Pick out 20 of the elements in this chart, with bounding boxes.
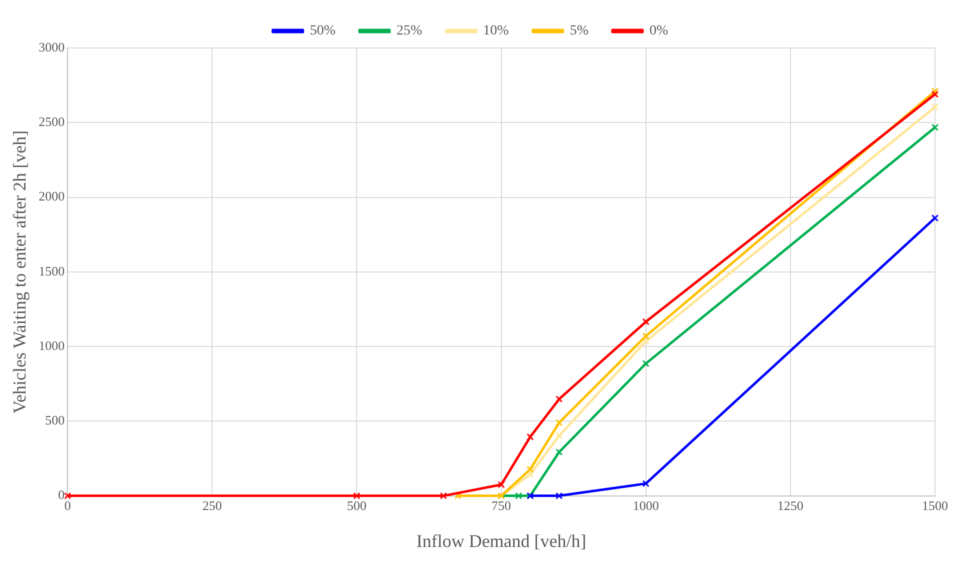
y-tick-label: 2000 — [38, 188, 65, 204]
y-tick-label: 1000 — [38, 338, 65, 353]
y-axis-title: Vehicles Waiting to enter after 2h [veh] — [10, 130, 30, 414]
legend-label: 0% — [649, 24, 668, 39]
x-tick-label: 1000 — [632, 498, 659, 514]
y-tick-label: 2500 — [38, 114, 65, 130]
x-tick-label: 1500 — [922, 498, 948, 514]
legend-label: 50% — [310, 24, 336, 39]
y-tick-label: 3000 — [38, 39, 65, 54]
x-tick-label: 750 — [492, 498, 512, 514]
x-axis-title: Inflow Demand [veh/h] — [416, 530, 586, 551]
legend-label: 25% — [396, 24, 423, 39]
legend-label: 10% — [483, 24, 510, 39]
x-tick-label: 500 — [346, 498, 366, 514]
y-tick-label: 0 — [58, 487, 65, 502]
y-tick-label: 500 — [45, 412, 65, 428]
legend-label: 5% — [570, 24, 589, 39]
x-tick-label: 250 — [202, 498, 222, 514]
x-tick-label: 1250 — [777, 498, 804, 514]
y-tick-label: 1500 — [38, 263, 65, 278]
